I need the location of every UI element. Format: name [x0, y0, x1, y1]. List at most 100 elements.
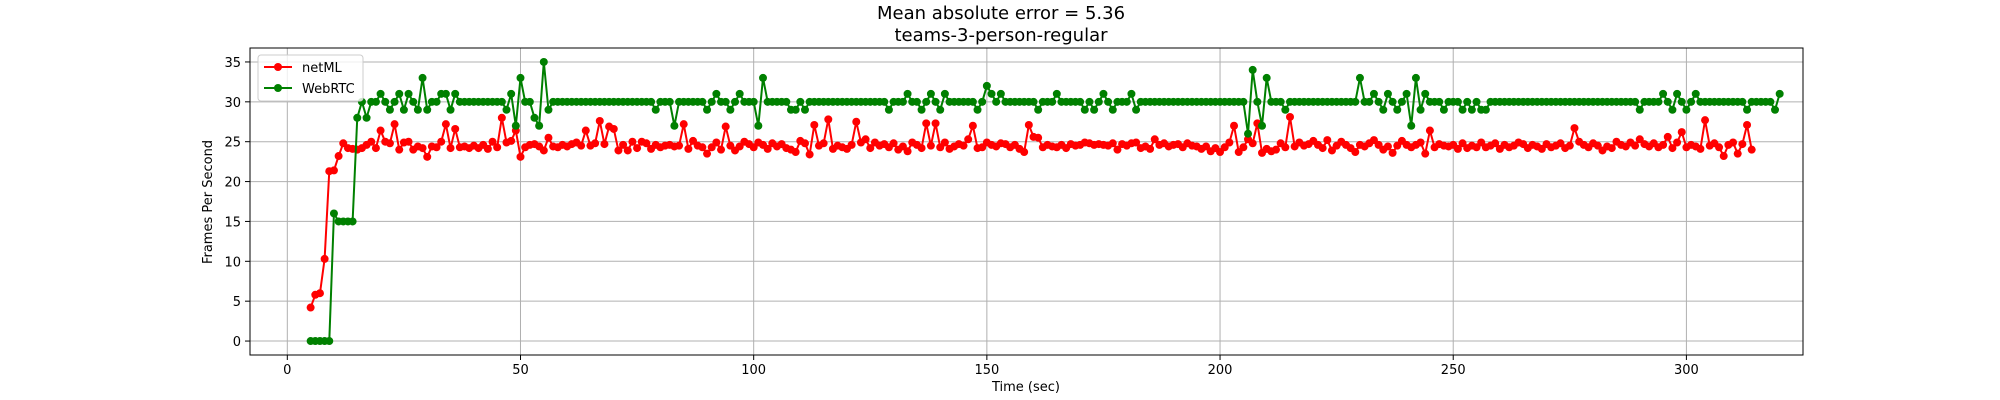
data-point-webrtc: [399, 105, 408, 114]
y-tick-label: 10: [224, 255, 241, 270]
chart-title: Mean absolute error = 5.36: [877, 3, 1125, 24]
data-point-webrtc: [1691, 89, 1700, 98]
data-point-netml: [334, 152, 343, 161]
data-point-netml: [679, 120, 688, 129]
data-point-netml: [493, 143, 502, 152]
data-point-netml: [609, 124, 618, 133]
data-point-webrtc: [1458, 105, 1467, 114]
data-point-webrtc: [530, 113, 539, 122]
data-point-netml: [451, 124, 460, 133]
data-point-webrtc: [1659, 89, 1668, 98]
data-point-webrtc: [376, 89, 385, 98]
data-point-webrtc: [502, 105, 511, 114]
data-point-netml: [423, 152, 432, 161]
data-point-webrtc: [325, 337, 334, 346]
data-point-netml: [315, 289, 324, 298]
data-point-webrtc: [707, 97, 716, 106]
data-point-webrtc: [1076, 97, 1085, 106]
data-point-webrtc: [371, 97, 380, 106]
data-point-netml: [931, 119, 940, 128]
data-point-netml: [684, 144, 693, 153]
data-point-webrtc: [353, 113, 362, 122]
data-point-netml: [591, 139, 600, 148]
data-point-netml: [763, 144, 772, 153]
data-point-netml: [861, 135, 870, 144]
data-point-webrtc: [936, 105, 945, 114]
data-point-webrtc: [1351, 97, 1360, 106]
data-point-netml: [320, 254, 329, 263]
data-point-webrtc: [749, 97, 758, 106]
data-point-netml: [539, 146, 548, 155]
data-point-netml: [1719, 152, 1728, 161]
data-point-netml: [1663, 132, 1672, 141]
data-point-netml: [926, 141, 935, 150]
data-point-netml: [1248, 139, 1257, 148]
data-point-webrtc: [1743, 105, 1752, 114]
x-tick-label: 50: [512, 363, 529, 378]
legend: netML WebRTC: [257, 54, 364, 102]
data-point-webrtc: [1248, 65, 1257, 74]
data-point-webrtc: [1453, 97, 1462, 106]
x-axis-label: Time (sec): [991, 380, 1060, 395]
data-point-webrtc: [1673, 89, 1682, 98]
y-tick-label: 5: [233, 295, 241, 310]
data-point-netml: [1421, 149, 1430, 158]
data-point-webrtc: [1034, 105, 1043, 114]
data-point-netml: [922, 119, 931, 128]
data-point-webrtc: [884, 105, 893, 114]
data-point-webrtc: [1775, 89, 1784, 98]
data-point-webrtc: [1374, 97, 1383, 106]
data-point-webrtc: [525, 97, 534, 106]
data-point-webrtc: [432, 97, 441, 106]
data-point-webrtc: [1393, 105, 1402, 114]
x-tick-label: 100: [741, 363, 766, 378]
data-point-netml: [1425, 126, 1434, 135]
data-point-webrtc: [1052, 89, 1061, 98]
data-point-webrtc: [1080, 105, 1089, 114]
data-point-webrtc: [511, 121, 520, 130]
data-point-webrtc: [1388, 97, 1397, 106]
x-tick-label: 250: [1441, 363, 1466, 378]
data-point-webrtc: [418, 73, 427, 82]
data-point-webrtc: [800, 105, 809, 114]
data-point-netml: [940, 138, 949, 147]
data-point-webrtc: [651, 105, 660, 114]
data-point-netml: [1570, 124, 1579, 133]
data-point-netml: [1318, 144, 1327, 153]
data-point-netml: [642, 139, 651, 148]
data-point-webrtc: [1094, 97, 1103, 106]
data-point-netml: [367, 137, 376, 146]
data-point-netml: [623, 146, 632, 155]
data-point-webrtc: [1276, 97, 1285, 106]
y-tick-label: 30: [224, 96, 241, 111]
data-point-netml: [1453, 144, 1462, 153]
data-point-webrtc: [1677, 97, 1686, 106]
data-point-webrtc: [1472, 97, 1481, 106]
data-point-netml: [329, 166, 338, 175]
data-point-webrtc: [1127, 89, 1136, 98]
data-point-webrtc: [791, 105, 800, 114]
data-point-webrtc: [441, 89, 450, 98]
data-point-netml: [446, 144, 455, 153]
data-point-netml: [507, 136, 516, 145]
data-point-netml: [1150, 135, 1159, 144]
data-point-netml: [1239, 143, 1248, 152]
data-point-netml: [1673, 138, 1682, 147]
data-point-netml: [675, 141, 684, 150]
data-point-netml: [483, 144, 492, 153]
axis-ticks: 0 50 100 150 200 250 300 0 5 10 15 20 25 30 35: [224, 56, 1698, 378]
data-point-netml: [390, 120, 399, 129]
data-point-netml: [847, 140, 856, 149]
data-point-netml: [371, 144, 380, 153]
data-point-netml: [1491, 139, 1500, 148]
data-point-netml: [1677, 128, 1686, 137]
data-point-netml: [805, 150, 814, 159]
data-point-netml: [544, 133, 553, 142]
data-point-netml: [1024, 120, 1033, 129]
data-point-webrtc: [782, 97, 791, 106]
data-point-webrtc: [385, 105, 394, 114]
data-point-webrtc: [1682, 105, 1691, 114]
data-point-webrtc: [931, 97, 940, 106]
data-point-webrtc: [544, 105, 553, 114]
data-point-netml: [614, 146, 623, 155]
